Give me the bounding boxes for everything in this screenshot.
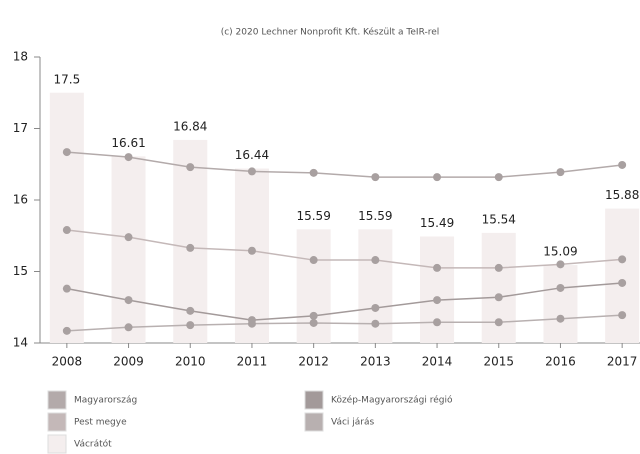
legend-label: Vácrátót — [74, 439, 112, 450]
bar — [49, 92, 84, 343]
point — [618, 160, 627, 169]
point — [494, 263, 503, 272]
legend-swatch — [47, 390, 67, 410]
point — [556, 283, 565, 292]
x-tick-label: 2012 — [298, 355, 329, 369]
point — [371, 319, 380, 328]
value-label: 15.09 — [543, 245, 577, 259]
value-label: 16.44 — [235, 148, 269, 162]
point — [371, 303, 380, 312]
point — [494, 318, 503, 327]
legend-label: Magyarország — [74, 396, 137, 406]
point — [309, 318, 318, 327]
y-tick-label: 15 — [13, 264, 28, 278]
point — [618, 278, 627, 287]
legend-swatch — [304, 390, 324, 410]
point — [556, 260, 565, 269]
point — [309, 168, 318, 177]
point — [309, 311, 318, 320]
legend-swatch — [47, 412, 67, 432]
x-tick-label: 2011 — [237, 355, 268, 369]
value-label: 16.84 — [173, 119, 207, 133]
point — [494, 173, 503, 182]
point — [186, 306, 195, 315]
point — [186, 163, 195, 172]
legend-label: Pest megye — [74, 418, 127, 428]
point — [371, 173, 380, 182]
value-label: 15.59 — [296, 209, 330, 223]
point — [494, 293, 503, 302]
line — [66, 314, 623, 332]
line — [66, 282, 623, 321]
point — [186, 243, 195, 252]
x-tick-label: 2009 — [113, 355, 144, 369]
legend-label: Közép-Magyarországi régió — [331, 395, 453, 406]
value-label: 15.88 — [605, 188, 639, 202]
bar — [481, 232, 516, 343]
y-tick-label: 14 — [13, 336, 28, 350]
point — [247, 246, 256, 255]
point — [309, 256, 318, 265]
point — [618, 255, 627, 264]
point — [62, 148, 71, 157]
point — [556, 168, 565, 177]
bar — [111, 156, 146, 343]
point — [124, 153, 133, 162]
point — [556, 314, 565, 323]
point — [433, 263, 442, 272]
point — [186, 321, 195, 330]
legend-swatch — [47, 434, 67, 454]
x-tick-label: 2010 — [175, 355, 206, 369]
point — [124, 296, 133, 305]
y-tick-label: 16 — [13, 193, 28, 207]
chart-title: (c) 2020 Lechner Nonprofit Kft. Készült … — [221, 27, 440, 38]
point — [247, 167, 256, 176]
point — [433, 318, 442, 327]
line — [66, 229, 623, 269]
bar — [420, 236, 455, 343]
value-label: 17.5 — [53, 72, 80, 86]
point — [124, 323, 133, 332]
y-tick-label: 17 — [13, 121, 28, 135]
x-tick-label: 2017 — [607, 355, 638, 369]
point — [62, 226, 71, 235]
point — [124, 233, 133, 242]
x-tick-label: 2008 — [52, 355, 83, 369]
value-label: 16.61 — [111, 136, 145, 150]
point — [62, 284, 71, 293]
point — [433, 173, 442, 182]
bar — [543, 265, 578, 343]
point — [247, 319, 256, 328]
value-label: 15.59 — [358, 209, 392, 223]
legend-label: Váci járás — [331, 418, 375, 428]
x-tick-label: 2013 — [360, 355, 391, 369]
value-label: 15.49 — [420, 216, 454, 230]
x-tick-label: 2015 — [483, 355, 514, 369]
bar — [605, 208, 640, 343]
legend-swatch — [304, 412, 324, 432]
point — [618, 311, 627, 320]
x-tick-label: 2016 — [545, 355, 576, 369]
x-tick-label: 2014 — [422, 355, 453, 369]
point — [433, 296, 442, 305]
point — [371, 256, 380, 265]
value-label: 15.54 — [482, 212, 516, 226]
y-tick-label: 18 — [13, 50, 28, 64]
line — [66, 151, 623, 178]
bar — [234, 168, 269, 343]
point — [62, 326, 71, 335]
